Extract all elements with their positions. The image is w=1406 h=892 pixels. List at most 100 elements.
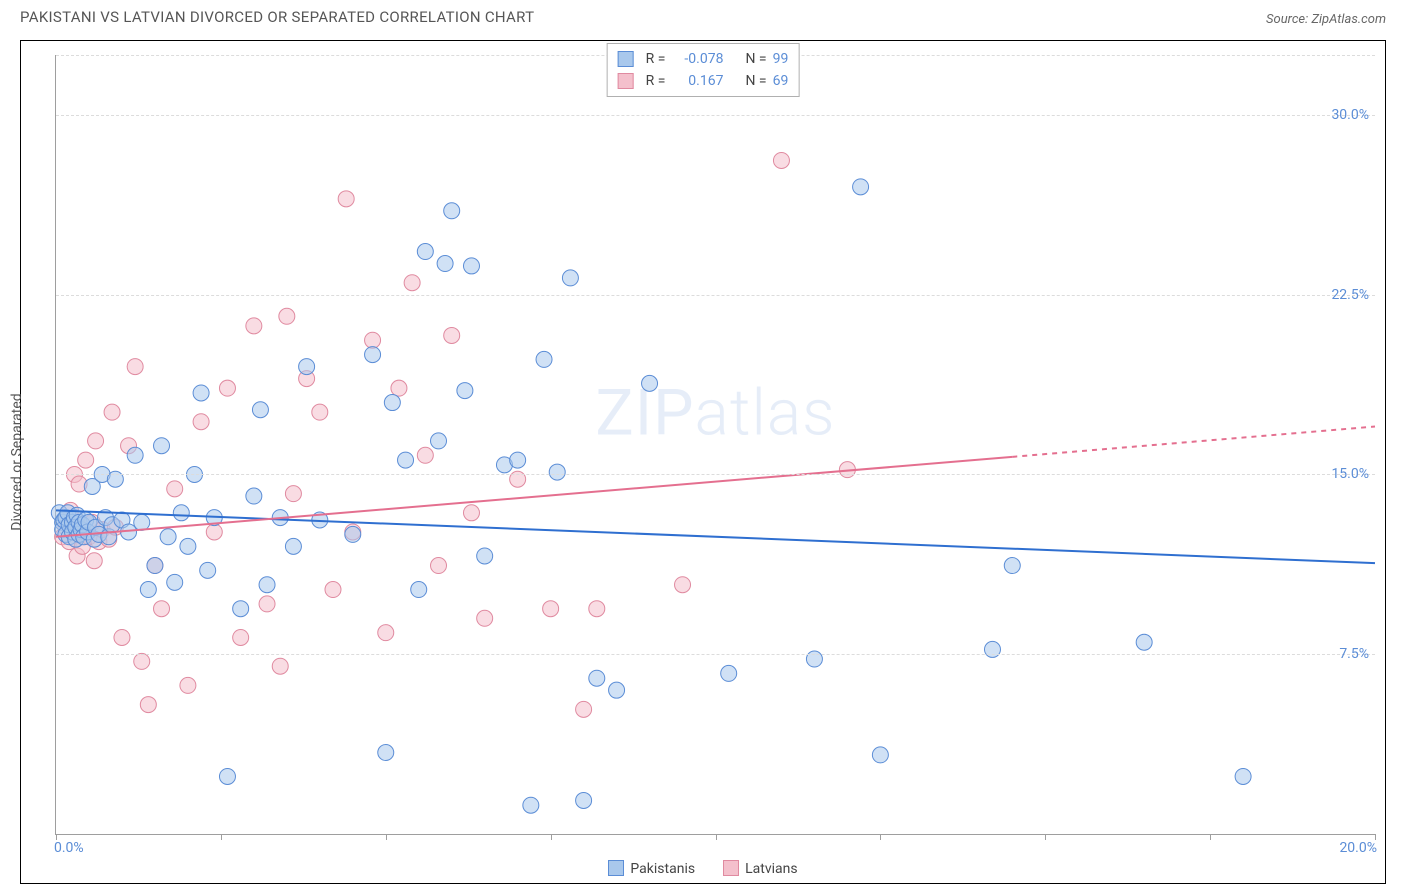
data-point: [444, 203, 460, 219]
series-name-1: Latvians: [745, 861, 798, 877]
legend-item-latvians: Latvians: [723, 860, 798, 877]
data-point: [252, 402, 268, 418]
y-tick-label: 15.0%: [1331, 466, 1369, 482]
data-point: [114, 629, 130, 645]
n-value-0: 99: [773, 48, 789, 70]
y-tick-label: 22.5%: [1331, 287, 1369, 303]
data-point: [437, 256, 453, 272]
data-point: [398, 452, 414, 468]
y-tick-label: 7.5%: [1339, 646, 1369, 662]
data-point: [417, 447, 433, 463]
data-point: [536, 351, 552, 367]
r-label-0: R =: [646, 48, 666, 70]
data-point: [338, 191, 354, 207]
data-point: [167, 574, 183, 590]
data-point: [457, 383, 473, 399]
data-point: [299, 359, 315, 375]
data-point: [1004, 558, 1020, 574]
swatch-latvians: [618, 73, 634, 89]
data-point: [233, 629, 249, 645]
data-point: [285, 538, 301, 554]
data-point: [88, 433, 104, 449]
plot-svg: [56, 55, 1375, 834]
y-tick-label: 30.0%: [1331, 107, 1369, 123]
n-value-1: 69: [773, 70, 789, 92]
data-point: [193, 385, 209, 401]
data-point: [104, 404, 120, 420]
n-label-0: N =: [745, 48, 766, 70]
source-prefix: Source:: [1266, 12, 1311, 27]
data-point: [180, 677, 196, 693]
data-point: [642, 375, 658, 391]
data-point: [154, 438, 170, 454]
data-point: [127, 447, 143, 463]
data-point: [345, 526, 361, 542]
data-point: [206, 524, 222, 540]
data-point: [411, 582, 427, 598]
data-point: [384, 395, 400, 411]
data-point: [1235, 768, 1251, 784]
series-legend: Pakistanis Latvians: [21, 860, 1385, 877]
data-point: [417, 244, 433, 260]
data-point: [609, 682, 625, 698]
data-point: [134, 653, 150, 669]
trend-line-dashed: [1012, 427, 1375, 457]
series-name-0: Pakistanis: [630, 861, 695, 877]
x-min-label: 0.0%: [54, 840, 84, 856]
data-point: [431, 558, 447, 574]
data-point: [872, 747, 888, 763]
data-point: [134, 514, 150, 530]
source-name: ZipAtlas.com: [1311, 12, 1386, 27]
data-point: [285, 486, 301, 502]
data-point: [404, 275, 420, 291]
plot-area: ZIPatlas 7.5%15.0%22.5%30.0%0.0%20.0%: [55, 55, 1375, 835]
data-point: [523, 797, 539, 813]
data-point: [86, 553, 102, 569]
data-point: [219, 380, 235, 396]
data-point: [431, 433, 447, 449]
swatch-latvians-2: [723, 860, 739, 876]
data-point: [279, 308, 295, 324]
data-point: [312, 404, 328, 420]
data-point: [853, 179, 869, 195]
correlation-legend: R = -0.078 N = 99 R = 0.167 N = 69: [607, 43, 800, 97]
data-point: [576, 792, 592, 808]
data-point: [365, 347, 381, 363]
data-point: [246, 488, 262, 504]
y-axis-label: Divorced or Separated: [9, 393, 25, 530]
data-point: [562, 270, 578, 286]
data-point: [510, 452, 526, 468]
data-point: [378, 745, 394, 761]
data-point: [721, 665, 737, 681]
legend-row-latvians: R = 0.167 N = 69: [618, 70, 789, 92]
data-point: [549, 464, 565, 480]
data-point: [325, 582, 341, 598]
data-point: [272, 658, 288, 674]
r-label-1: R =: [646, 70, 666, 92]
r-value-0: -0.078: [671, 48, 723, 70]
data-point: [477, 548, 493, 564]
data-point: [127, 359, 143, 375]
data-point: [365, 332, 381, 348]
data-point: [140, 582, 156, 598]
data-point: [543, 601, 559, 617]
data-point: [167, 481, 183, 497]
data-point: [589, 670, 605, 686]
data-point: [140, 697, 156, 713]
data-point: [477, 610, 493, 626]
data-point: [391, 380, 407, 396]
data-point: [773, 152, 789, 168]
data-point: [259, 596, 275, 612]
swatch-pakistanis: [618, 51, 634, 67]
data-point: [589, 601, 605, 617]
data-point: [233, 601, 249, 617]
data-point: [154, 601, 170, 617]
data-point: [200, 562, 216, 578]
data-point: [259, 577, 275, 593]
n-label-1: N =: [745, 70, 766, 92]
swatch-pakistanis-2: [608, 860, 624, 876]
data-point: [78, 452, 94, 468]
data-point: [675, 577, 691, 593]
data-point: [193, 414, 209, 430]
data-point: [160, 529, 176, 545]
